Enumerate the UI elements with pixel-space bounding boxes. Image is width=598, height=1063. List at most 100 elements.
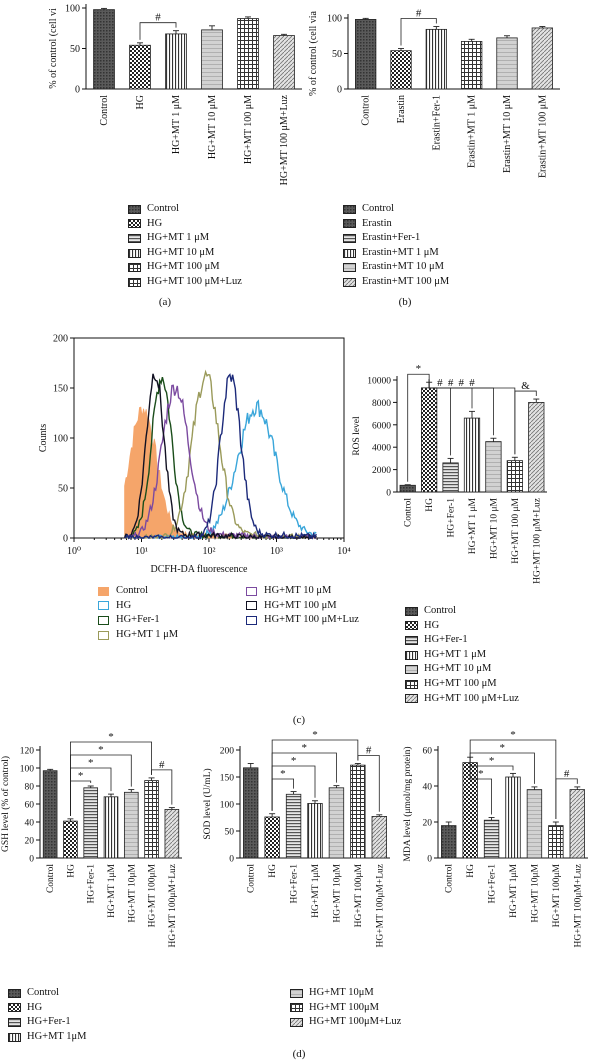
category-label: HG+MT 10μM (332, 863, 342, 922)
legend-item: Erastin+MT 100 μM (343, 275, 449, 290)
significance-bracket (514, 390, 537, 455)
y-axis-label: MDA level (μmol/mg protein) (402, 746, 413, 861)
panel-d-sod: 0 50 100 150 200 SOD level (U/mL) Control HG HG+… (200, 729, 400, 980)
legend-label: HG+Fer-1 (27, 1016, 71, 1028)
legend-label: HG+Fer-1 (116, 614, 160, 626)
significance-marker: * (98, 744, 104, 756)
legend-label: HG+Fer-1 (424, 634, 468, 646)
significance-marker: # (366, 745, 372, 757)
legend-c-right: HG+MT 10 μM HG+MT 100 μM HG+MT 100 μM+Luz (246, 584, 386, 628)
x-tick-label: 10³ (270, 546, 283, 557)
category-label: HG+MT 100μM (552, 863, 562, 927)
bar (505, 776, 521, 859)
legend-item: HG+MT 1 μM (128, 231, 242, 246)
panel-d-mda: 0 20 40 60 MDA level (μmol/mg protein) Contro… (400, 729, 598, 980)
y-tick-label: 100 (220, 801, 235, 811)
significance-bracket (70, 741, 152, 816)
legend-swatch (343, 219, 356, 229)
bar (123, 791, 139, 859)
significance-marker: * (500, 742, 506, 754)
category-label: HG+Fer-1 (447, 498, 457, 538)
bar (483, 819, 500, 859)
legend-item: HG (405, 619, 519, 634)
panel-a-chart: 0 50 100 % of control (cell vi Control HG HG+M… (40, 0, 302, 190)
y-tick-label: 0 (337, 85, 342, 96)
category-label: HG+MT 10μM (127, 863, 137, 922)
legend-label: Erastin (362, 217, 392, 229)
bar (103, 796, 119, 859)
legend-item: HG+MT 100 μM (246, 599, 386, 614)
y-tick-label: 150 (53, 384, 68, 395)
significance-marker: * (88, 757, 94, 769)
y-axis-label: % of control (cell via (308, 10, 319, 96)
bar (442, 462, 459, 493)
legend-label: HG+MT 100 μM (264, 599, 337, 611)
category-label: Control (99, 95, 110, 126)
legend-item: HG+Fer-1 (8, 1015, 87, 1030)
cell-viability-erastin-chart: 0 50 100 % of control (cell via Control Erast… (308, 8, 560, 178)
bar (129, 44, 151, 90)
y-tick-label: 0 (427, 855, 432, 865)
panel-d-gsh: 0 20 40 60 80 100 120 GSH level (% of control) C… (0, 730, 200, 980)
category-label: Erastin (396, 95, 407, 123)
bar (485, 441, 502, 493)
significance-bracket (271, 752, 337, 811)
legend-swatch (343, 248, 356, 258)
bar (496, 37, 518, 90)
bar (506, 460, 523, 493)
legend-item: HG+Fer-1 (98, 613, 238, 628)
y-tick-label: 150 (220, 774, 235, 784)
category-label: HG+MT 100 μM+Luz (532, 498, 542, 584)
histogram-series (124, 406, 317, 539)
legend-label: HG (147, 217, 163, 229)
bar (531, 27, 553, 90)
panel-label-b: (b) (398, 296, 412, 308)
legend-item: HG+MT 100μM (290, 1001, 401, 1016)
significance-marker: # (159, 759, 165, 771)
legend-swatch (290, 988, 303, 998)
category-label: HG+MT 10 μM (489, 497, 499, 559)
bar (399, 484, 416, 493)
significance-bracket (151, 769, 173, 805)
category-label: Control (247, 864, 257, 893)
significance-bracket (400, 18, 437, 46)
category-label: HG+Fer-1 (488, 864, 498, 904)
category-label: HG+MT 100 μM (511, 497, 521, 563)
category-label: HG+MT 100μM+Luz (573, 864, 583, 947)
legend-swatch (8, 1003, 21, 1013)
category-label: HG+MT 1 μM (468, 497, 478, 554)
legend-item: HG+MT 10 μM (128, 246, 242, 261)
legend-item: HG+Fer-1 (405, 633, 519, 648)
legend-label: HG+MT 1μM (27, 1030, 87, 1042)
legend-label: HG+MT 100 μM (424, 677, 497, 689)
legend-swatch (8, 1032, 21, 1042)
significance-bracket (70, 754, 132, 816)
bar (201, 29, 223, 90)
category-label: HG+MT 1μM (311, 863, 321, 917)
significance-marker: # (155, 12, 161, 24)
panel-b-chart: 0 50 100 % of control (cell via Control Erast… (300, 0, 598, 190)
legend-c-left: Control HG HG+Fer-1 HG+MT 1 μM (98, 584, 238, 642)
dcfh-histogram-chart: 0 50 100 150 200 10⁰ 10¹ 10² 10³ 10⁴ DCFH-DA fluor… (38, 334, 351, 576)
legend-d-right: HG+MT 10μM HG+MT 100μM HG+MT 100μM+Luz (290, 986, 401, 1030)
y-tick-label: 0 (29, 855, 34, 865)
ros-level-chart: 0 2000 4000 6000 8000 10000 ROS level Control HG… (352, 363, 547, 584)
legend-swatch (343, 204, 356, 214)
plot-frame (73, 337, 345, 539)
cell-viability-hg-chart: 0 50 100 % of control (cell vi Control HG HG+M… (48, 4, 302, 185)
category-label: HG+Fer-1 (87, 864, 97, 904)
panel-label-a: (a) (158, 296, 172, 308)
legend-swatch (98, 630, 109, 640)
panel-c-ros: 0 2000 4000 6000 8000 10000 ROS level Control HG… (352, 346, 598, 596)
category-label: HG (66, 864, 76, 878)
category-label: HG+MT 100 μM+Luz (279, 94, 290, 185)
legend-item: HG+MT 100 μM (405, 677, 519, 692)
category-label: HG (135, 95, 146, 109)
panel-label-c: (c) (292, 714, 306, 726)
bar (528, 402, 545, 493)
legend-swatch (405, 621, 418, 631)
legend-swatch (98, 601, 109, 611)
category-label: Control (445, 864, 455, 893)
x-tick-label: 10² (203, 546, 216, 557)
legend-label: HG+MT 100 μM+Luz (147, 275, 242, 287)
